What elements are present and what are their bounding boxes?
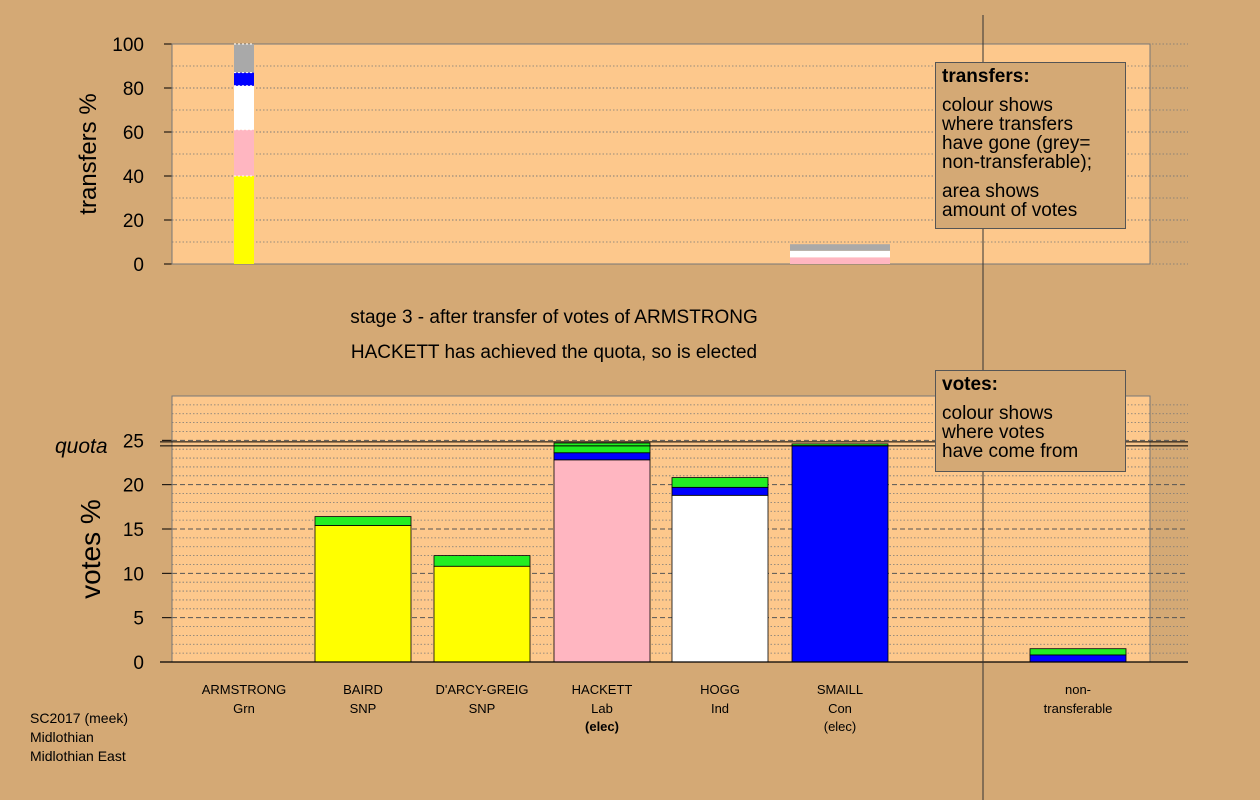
stage-text-line1: stage 3 - after transfer of votes of ARM… [350,307,758,328]
vote-segment [671,486,769,496]
candidate-status: (elec) [824,719,857,734]
stage-text-line2: HACKETT has achieved the quota, so is el… [351,342,757,363]
transfers-legend-line: amount of votes [942,200,1078,221]
candidate-name: HOGG [700,682,740,697]
votes-tick-label: 20 [123,476,144,497]
candidate-party: Con [828,701,852,716]
votes-tick-label: 10 [123,564,144,585]
candidate-name: BAIRD [343,682,383,697]
votes-legend-line: colour shows [942,403,1053,424]
candidate-party: SNP [350,701,377,716]
vote-segment [553,442,651,454]
candidate-name: HACKETT [572,682,633,697]
transfers-legend-line: area shows [942,181,1040,202]
transfer-segment [234,72,254,86]
transfers-legend-title: transfers: [942,66,1030,87]
votes-tick-label: 0 [133,653,144,674]
transfer-segment [790,257,890,264]
transfers-legend-line: non-transferable); [942,152,1092,173]
vote-segment [314,516,412,526]
transfers-legend-line: colour shows [942,95,1053,116]
candidate-party: transferable [1044,701,1113,716]
transfers-tick-label: 0 [133,255,144,276]
transfers-tick-label: 100 [112,35,144,56]
vote-segment [553,452,651,461]
quota-label: quota [55,435,108,458]
transfer-segment [234,129,254,176]
candidate-party: Grn [233,701,255,716]
transfer-segment [234,44,254,73]
vote-segment [791,445,889,663]
transfers-tick-label: 20 [123,211,144,232]
candidate-party: Lab [591,701,613,716]
footer-council: Midlothian [30,729,94,745]
votes-legend: votes: colour shows where votes have com… [935,370,1126,472]
vote-segment [314,525,412,663]
candidate-name: D'ARCY-GREIG [435,682,528,697]
vote-segment [1029,648,1127,656]
transfers-tick-label: 40 [123,167,144,188]
votes-axis-label: votes % [75,499,106,599]
vote-segment [553,459,651,663]
candidate-name: SMAILL [817,682,863,697]
transfers-legend-line: have gone (grey= [942,133,1091,154]
transfer-segment [234,176,254,264]
votes-tick-label: 15 [123,520,144,541]
candidate-name: non- [1065,682,1091,697]
transfers-tick-label: 60 [123,123,144,144]
transfers-plot-border [171,43,1151,265]
votes-tick-label: 25 [123,431,144,452]
transfers-tick-label: 80 [123,79,144,100]
footer-ward: Midlothian East [30,748,126,764]
votes-legend-title: votes: [942,374,998,395]
transfers-axis-label: transfers % [75,93,102,214]
vote-segment [433,565,531,663]
candidate-status: (elec) [585,719,619,734]
transfers-legend: transfers: colour shows where transfers … [935,62,1126,229]
candidate-party: SNP [469,701,496,716]
vote-segment [1029,654,1127,663]
transfer-segment [790,250,890,258]
vote-segment [671,477,769,488]
votes-tick-label: 5 [133,609,144,630]
transfer-segment [234,85,254,130]
votes-legend-line: where votes [942,422,1045,443]
vote-segment [433,555,531,567]
candidate-party: Ind [711,701,729,716]
footer-election: SC2017 (meek) [30,710,129,726]
vote-segment [671,494,769,663]
footer-info: SC2017 (meek) Midlothian Midlothian East [30,709,128,766]
transfer-segment [790,244,890,251]
votes-legend-line: have come from [942,441,1079,462]
candidate-name: ARMSTRONG [202,682,287,697]
transfers-legend-line: where transfers [942,114,1073,135]
